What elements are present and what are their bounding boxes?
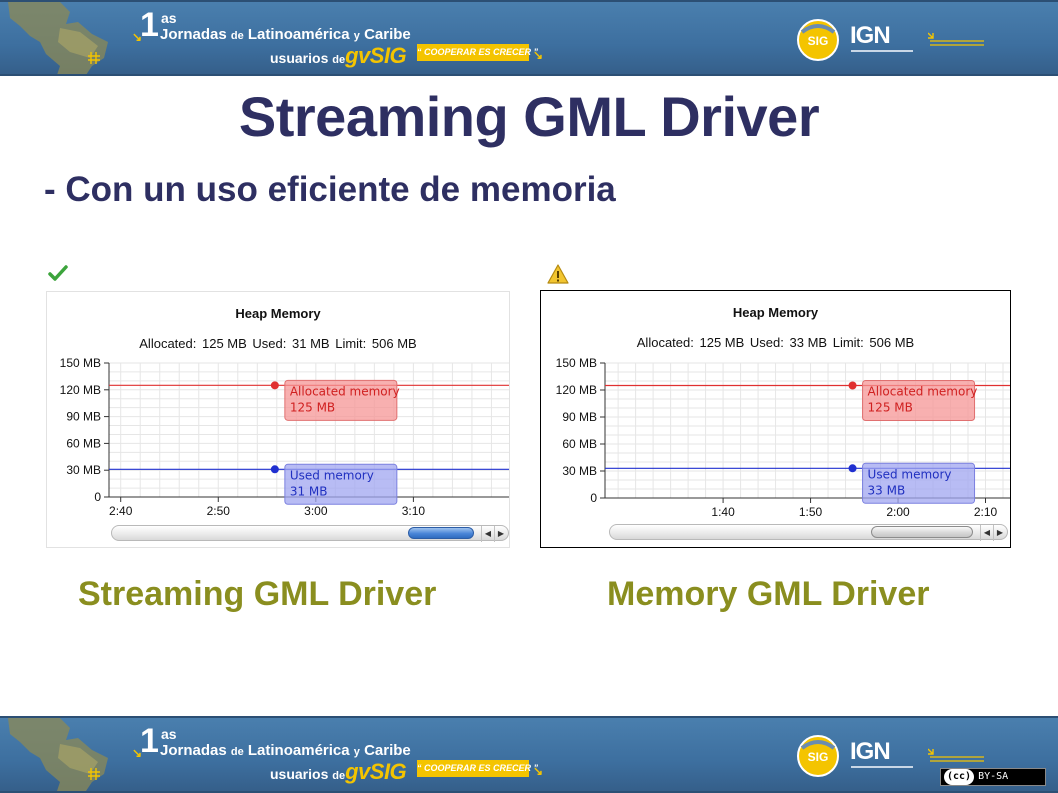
annotation-box (862, 462, 976, 504)
x-tick-label: 1:40 (711, 505, 735, 519)
creative-commons-icon: (cc) (944, 769, 975, 785)
caption-memory-driver: Memory GML Driver (607, 575, 930, 613)
scroll-right-button[interactable]: ▶ (993, 525, 1006, 541)
slide-subtitle: - Con un uso eficiente de memoria (44, 170, 616, 209)
event-name-line1: Jornadas de Latinoamérica y Caribe (160, 742, 411, 759)
series-marker (270, 465, 279, 474)
annotation-box (284, 379, 398, 421)
edition-number: 1 as (140, 6, 177, 44)
series-marker (270, 381, 279, 390)
chart-plot-area: 0 30 MB 60 MB 90 MB 120 MB 150 MB 1:40 1:50 2:00… (556, 356, 1010, 519)
y-tick-label: 150 MB (60, 356, 101, 370)
heap-memory-chart-streaming: Heap Memory Allocated: 125 MB Used: 31 M… (46, 291, 510, 548)
y-tick-label: 60 MB (66, 436, 101, 450)
y-tick-label: 0 (590, 491, 597, 505)
chart-plot-area: 0 30 MB 60 MB 90 MB 120 MB 150 MB 2:40 2:50 3:00… (60, 356, 509, 518)
svg-text:SIG: SIG (808, 750, 829, 764)
annotation-box (284, 463, 398, 505)
annotation-name: Allocated memory (290, 384, 400, 398)
ign-logo-underline (851, 50, 913, 52)
edition-number: 1 as (140, 722, 177, 760)
gvsig-logo-icon: SIG (797, 735, 839, 777)
slide-title: Streaming GML Driver (238, 85, 820, 148)
event-name-line2: usuarios degvSIG (270, 759, 407, 784)
header-banner: ↘ 1 as Jornadas de Latinoamérica y Caribe… (0, 0, 1058, 76)
x-tick-label: 3:10 (402, 504, 426, 518)
series-marker (848, 381, 857, 390)
chart-heading: Heap Memory (732, 305, 819, 320)
grid-mark-icon (88, 52, 100, 64)
svg-text:SIG: SIG (808, 34, 829, 48)
y-tick-label: 120 MB (556, 383, 597, 397)
event-name-line1: Jornadas de Latinoamérica y Caribe (160, 26, 411, 43)
x-tick-label: 3:00 (304, 504, 328, 518)
y-tick-label: 30 MB (562, 464, 597, 478)
chart-stats: Allocated: 125 MB Used: 31 MB Limit: 506… (139, 336, 417, 351)
x-tick-label: 2:50 (207, 504, 231, 518)
ign-logo-underline (851, 766, 913, 768)
arrow-mark-icon: ↘ (533, 764, 544, 778)
y-tick-label: 120 MB (60, 383, 101, 397)
annotation-value: 125 MB (290, 400, 335, 414)
slogan-badge: “ COOPERAR ES CRECER ” (417, 44, 538, 61)
time-scrollbar[interactable]: ◀ ▶ (609, 524, 1008, 541)
ign-logo: IGN (850, 738, 891, 765)
y-tick-label: 90 MB (66, 410, 101, 424)
y-tick-label: 30 MB (66, 463, 101, 477)
y-tick-label: 0 (94, 490, 101, 504)
warning-icon (547, 264, 569, 284)
slogan-badge: “ COOPERAR ES CRECER ” (417, 760, 538, 777)
latin-america-map-icon (8, 718, 108, 791)
annotation-value: 125 MB (868, 401, 913, 415)
latin-america-map-icon (8, 2, 108, 74)
scrollbar-thumb[interactable] (408, 527, 474, 539)
scrollbar-thumb[interactable] (871, 526, 973, 538)
decorative-lines-icon (928, 32, 984, 46)
arrow-mark-icon: ↘ (132, 746, 143, 760)
annotation-box (862, 380, 976, 421)
heap-memory-chart-memory: Heap Memory Allocated: 125 MB Used: 33 M… (540, 290, 1011, 548)
gvsig-wordmark: gvSIG (345, 759, 407, 784)
arrow-mark-icon: ↘ (132, 30, 143, 44)
x-tick-label: 1:50 (799, 505, 823, 519)
scroll-right-button[interactable]: ▶ (494, 526, 507, 542)
arrow-mark-icon: ↘ (533, 48, 544, 62)
y-tick-label: 60 MB (562, 437, 597, 451)
event-name-line2: usuarios degvSIG (270, 43, 407, 68)
annotation-name: Used memory (868, 467, 952, 481)
series-marker (848, 464, 857, 473)
footer-banner: ↘ 1 as Jornadas de Latinoamérica y Caribe… (0, 716, 1058, 793)
time-scrollbar[interactable]: ◀ ▶ (111, 525, 509, 542)
license-badge[interactable]: (cc) BY-SA (940, 768, 1046, 786)
grid-mark-icon (88, 768, 100, 780)
y-tick-label: 90 MB (562, 410, 597, 424)
y-tick-label: 150 MB (556, 356, 597, 370)
annotation-name: Allocated memory (868, 385, 978, 399)
x-tick-label: 2:00 (886, 505, 910, 519)
x-tick-label: 2:40 (109, 504, 133, 518)
gvsig-logo-icon: SIG (797, 19, 839, 61)
ign-logo: IGN (850, 22, 891, 49)
caption-streaming-driver: Streaming GML Driver (78, 575, 437, 613)
decorative-lines-icon (928, 748, 984, 762)
check-icon (48, 265, 68, 281)
annotation-value: 31 MB (290, 484, 328, 498)
scroll-left-button[interactable]: ◀ (481, 526, 494, 542)
chart-heading: Heap Memory (235, 306, 321, 321)
gvsig-wordmark: gvSIG (345, 43, 407, 68)
scroll-left-button[interactable]: ◀ (980, 525, 993, 541)
chart-stats: Allocated: 125 MB Used: 33 MB Limit: 506… (636, 335, 915, 350)
annotation-value: 33 MB (868, 483, 906, 497)
annotation-name: Used memory (290, 468, 374, 482)
x-tick-label: 2:10 (974, 505, 998, 519)
